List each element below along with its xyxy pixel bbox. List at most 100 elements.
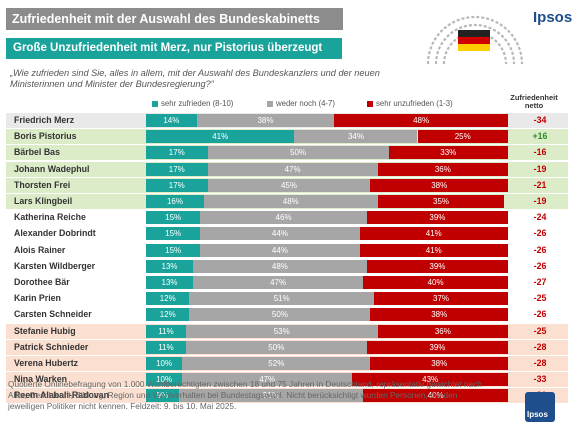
politician-name: Bärbel Bas (14, 147, 60, 158)
net-value: -25 (533, 325, 547, 336)
bar-segment-neither: 44% (200, 227, 360, 241)
bar-segment-dissatisfied: 41% (359, 227, 508, 241)
legend-swatch-satisfied (152, 100, 158, 107)
bar-segment-satisfied: 17% (146, 162, 208, 176)
net-value: -28 (533, 358, 547, 368)
bar-segment-dissatisfied: 48% (334, 114, 508, 127)
table-row: Lars Klingbeil 16% 48% 35% -19 (6, 194, 568, 209)
net-value: -16 (533, 147, 547, 158)
title-bar: Zufriedenheit mit der Auswahl des Bundes… (6, 8, 343, 30)
net-value: -25 (533, 293, 547, 304)
parliament-flag-icon (426, 15, 524, 65)
politician-name: Boris Pistorius (14, 131, 77, 142)
net-value: -26 (533, 260, 547, 271)
net-column-header: Zufriedenheit netto (510, 93, 558, 110)
legend-item-neither: weder noch (4-7) (267, 99, 335, 108)
politician-name: Nina Warken (14, 374, 67, 385)
table-row: Friedrich Merz 14% 38% 48% -34 (6, 113, 568, 128)
bar-segment-dissatisfied: 41% (359, 243, 508, 257)
table-row: Stefanie Hubig 11% 53% 36% -25 (6, 323, 568, 339)
bar-segment-neither: 48% (193, 259, 367, 273)
bar-segment-satisfied: 11% (146, 340, 186, 354)
net-value: -26 (533, 244, 547, 255)
bar-segment-satisfied: 14% (146, 114, 197, 127)
bar-segment-neither: 34% (294, 130, 418, 144)
politician-name: Alexander Dobrindt (14, 228, 96, 239)
bar-segment-dissatisfied: 40% (363, 276, 508, 289)
table-row: Karsten Wildberger 13% 48% 39% -26 (6, 258, 568, 274)
legend-item-dissatisfied: sehr unzufrieden (1-3) (367, 99, 453, 108)
bar-segment-dissatisfied: 25% (417, 130, 508, 144)
bar-segment-neither: 45% (207, 178, 371, 192)
bar-segment-satisfied: 15% (146, 227, 201, 241)
table-row: Alois Rainer 15% 44% 41% -26 (6, 242, 568, 258)
politician-name: Lars Klingbeil (14, 196, 73, 206)
bar-segment-neither: 47% (193, 276, 364, 289)
bar-segment-dissatisfied: 33% (388, 146, 508, 160)
chart-title: Zufriedenheit mit der Auswahl des Bundes… (12, 12, 320, 26)
bar-segment-satisfied: 41% (146, 130, 295, 144)
legend-item-satisfied: sehr zufrieden (8-10) (152, 99, 233, 108)
bar-segment-satisfied: 16% (146, 195, 204, 208)
bar-segment-satisfied: 10% (146, 357, 183, 370)
bar-segment-neither: 48% (203, 195, 378, 208)
bar-segment-satisfied: 9% (146, 389, 179, 403)
legend-label-dissatisfied: sehr unzufrieden (1-3) (376, 99, 453, 108)
bar-segment-neither: 50% (207, 146, 389, 160)
table-row: Boris Pistorius 41% 34% 25% +16 (6, 129, 568, 145)
table-row: Johann Wadephul 17% 47% 36% -19 (6, 161, 568, 177)
table-row: Carsten Schneider 12% 50% 38% -26 (6, 307, 568, 323)
survey-question: „Wie zufrieden sind Sie, alles in allem,… (10, 68, 380, 89)
net-value: -21 (533, 179, 547, 190)
table-row: Karin Prien 12% 51% 37% -25 (6, 291, 568, 307)
net-value: -28 (533, 341, 547, 352)
bar-segment-dissatisfied: 38% (370, 178, 508, 192)
bar-segment-neither: 53% (185, 324, 378, 338)
ipsos-logo: Ipsos (533, 9, 573, 26)
politician-name: Karsten Wildberger (14, 260, 96, 271)
table-row: Thorsten Frei 17% 45% 38% -21 (6, 177, 568, 193)
table-row: Patrick Schnieder 11% 50% 39% -28 (6, 339, 568, 355)
net-value: -26 (533, 228, 547, 239)
bar-segment-dissatisfied: 36% (377, 162, 508, 176)
politician-name: Carsten Schneider (14, 309, 92, 320)
bar-segment-dissatisfied: 43% (352, 373, 508, 387)
legend-label-neither: weder noch (4-7) (276, 99, 335, 108)
politician-name: Dorothee Bär (14, 277, 70, 287)
net-value: -19 (533, 196, 547, 206)
bar-segment-dissatisfied: 38% (370, 308, 508, 322)
bar-segment-neither: 51% (178, 389, 364, 403)
legend-swatch-dissatisfied (367, 100, 373, 107)
table-row: Bärbel Bas 17% 50% 33% -16 (6, 145, 568, 161)
bar-segment-neither: 50% (185, 340, 367, 354)
politician-name: Patrick Schnieder (14, 341, 89, 352)
bar-segment-satisfied: 12% (146, 308, 190, 322)
net-value: -26 (533, 309, 547, 320)
net-value: -19 (533, 163, 547, 174)
bar-segment-dissatisfied: 38% (370, 357, 508, 370)
bar-segment-satisfied: 10% (146, 373, 183, 387)
footer-logo-text: Ipsos (527, 410, 548, 419)
footer-note: Quotierte Onlinebefragung von 1.000 Wahl… (8, 379, 482, 411)
bar-segment-dissatisfied: 37% (374, 292, 508, 306)
bar-segment-satisfied: 11% (146, 324, 186, 338)
net-value: +16 (532, 131, 548, 142)
net-value: -24 (533, 212, 547, 223)
bar-segment-neither: 47% (182, 373, 353, 387)
bar-segment-dissatisfied: 36% (377, 324, 508, 338)
bar-segment-neither: 50% (189, 308, 371, 322)
table-row: Alexander Dobrindt 15% 44% 41% -26 (6, 226, 568, 242)
politician-name: Stefanie Hubig (14, 325, 76, 336)
politician-name: Johann Wadephul (14, 163, 90, 174)
subtitle-bar: Große Unzufriedenheit mit Merz, nur Pist… (6, 38, 342, 59)
table-row: Dorothee Bär 13% 47% 40% -27 (6, 275, 568, 290)
bar-segment-dissatisfied: 39% (366, 259, 508, 273)
bar-segment-satisfied: 13% (146, 276, 194, 289)
table-row: Verena Hubertz 10% 52% 38% -28 (6, 356, 568, 371)
net-value: -27 (533, 277, 547, 287)
bar-segment-dissatisfied: 40% (363, 389, 508, 403)
legend-swatch-neither (267, 100, 273, 107)
table-row: Katherina Reiche 15% 46% 39% -24 (6, 210, 568, 226)
bar-segment-dissatisfied: 39% (366, 211, 508, 225)
bar-segment-satisfied: 17% (146, 178, 208, 192)
